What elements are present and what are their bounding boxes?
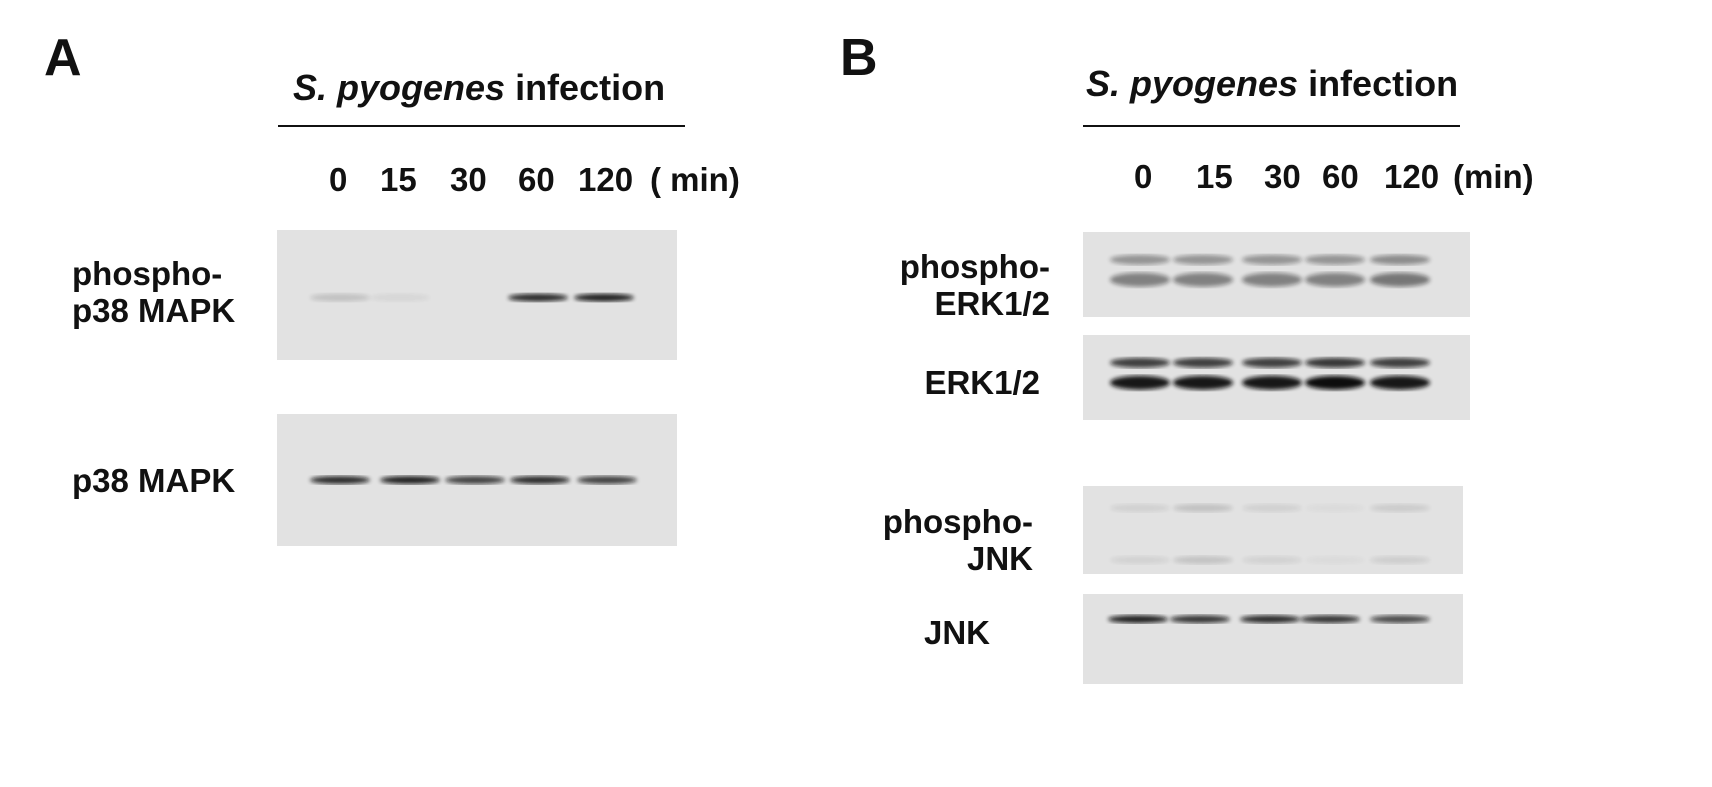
panel-b-header: S. pyogenes infection <box>1086 66 1458 102</box>
band <box>1370 504 1430 512</box>
band <box>1305 357 1365 368</box>
band <box>1170 615 1230 624</box>
band <box>1242 357 1302 368</box>
band <box>310 293 370 302</box>
blot-label-phospho-erk: phospho- ERK1/2 <box>870 248 1050 322</box>
band <box>1173 556 1233 564</box>
time-unit: (min) <box>1453 158 1534 195</box>
band <box>574 293 634 302</box>
label-line: phospho- <box>899 248 1050 285</box>
blot-label-phospho-jnk: phospho- JNK <box>860 503 1033 577</box>
time-label: 0 <box>1134 158 1153 195</box>
blot-bands <box>1110 254 1430 287</box>
band <box>1370 375 1430 390</box>
band <box>1108 615 1168 624</box>
blot-bands <box>310 476 637 484</box>
band <box>1173 504 1233 512</box>
blot-bands <box>1110 504 1430 564</box>
label-line: ERK1/2 <box>924 364 1040 401</box>
band <box>1242 556 1302 564</box>
band <box>510 476 570 484</box>
band <box>1173 357 1233 368</box>
band <box>1242 254 1302 265</box>
blot-bands <box>310 293 634 302</box>
band <box>1240 615 1300 624</box>
panel-a-letter: A <box>44 29 82 87</box>
time-label: 60 <box>518 161 555 198</box>
band <box>1110 375 1170 390</box>
band <box>1173 272 1233 287</box>
time-label: 15 <box>1196 158 1233 195</box>
band <box>1242 375 1302 390</box>
panel-a-header: S. pyogenes infection <box>293 70 665 106</box>
label-line: phospho- <box>72 255 223 292</box>
time-label: 15 <box>380 161 417 198</box>
organism-name: S. pyogenes <box>293 67 506 108</box>
band <box>380 476 440 484</box>
blot-bands <box>1110 357 1430 390</box>
band <box>1370 254 1430 265</box>
band <box>1370 272 1430 287</box>
label-line: ERK1/2 <box>934 285 1050 322</box>
band <box>1173 375 1233 390</box>
time-label: 60 <box>1322 158 1359 195</box>
band <box>1305 375 1365 390</box>
band <box>310 476 370 484</box>
band <box>1173 254 1233 265</box>
blot-label-jnk: JNK <box>870 614 990 651</box>
blot-jnk <box>1083 594 1463 684</box>
band <box>445 476 505 484</box>
blot-phospho-p38 <box>277 230 677 360</box>
blot-label-p38: p38 MAPK <box>72 462 235 499</box>
blot-label-erk: ERK1/2 <box>870 364 1040 401</box>
band <box>370 293 430 302</box>
organism-name: S. pyogenes <box>1086 63 1299 104</box>
band <box>1305 272 1365 287</box>
band <box>1110 272 1170 287</box>
header-suffix: infection <box>1298 63 1459 104</box>
band <box>1305 556 1365 564</box>
panel-b-header-rule <box>1083 125 1460 127</box>
band <box>577 476 637 484</box>
label-line: JNK <box>923 614 990 651</box>
time-label: 30 <box>450 161 487 198</box>
blot-erk <box>1083 335 1470 420</box>
band <box>508 293 568 302</box>
blot-bands <box>1108 615 1430 624</box>
blot-p38 <box>277 414 677 546</box>
band <box>1370 556 1430 564</box>
blot-phospho-jnk <box>1083 486 1463 574</box>
blot-phospho-erk <box>1083 232 1470 317</box>
label-line: phospho- <box>882 503 1033 540</box>
time-label: 30 <box>1264 158 1301 195</box>
time-label: 120 <box>578 161 634 198</box>
band <box>1305 254 1365 265</box>
time-unit: ( min) <box>650 161 740 198</box>
panel-b-time-labels: 0 15 30 60 120 (min) <box>0 160 1712 200</box>
panel-a-header-rule <box>278 125 685 127</box>
time-label: 0 <box>329 161 348 198</box>
band <box>1110 254 1170 265</box>
band <box>1242 272 1302 287</box>
band <box>1110 504 1170 512</box>
header-suffix: infection <box>505 67 666 108</box>
panel-a-time-labels: 0 15 30 60 120 ( min) <box>0 163 800 203</box>
panel-b-letter: B <box>840 29 878 87</box>
band <box>1242 504 1302 512</box>
band <box>1370 357 1430 368</box>
band <box>1110 357 1170 368</box>
label-line: JNK <box>966 540 1033 577</box>
time-label: 120 <box>1384 158 1440 195</box>
label-line: p38 MAPK <box>72 292 236 329</box>
label-line: p38 MAPK <box>72 462 236 499</box>
band <box>1110 556 1170 564</box>
band <box>1300 615 1360 624</box>
blot-label-phospho-p38: phospho- p38 MAPK <box>72 255 235 329</box>
band <box>1305 504 1365 512</box>
band <box>1370 615 1430 624</box>
